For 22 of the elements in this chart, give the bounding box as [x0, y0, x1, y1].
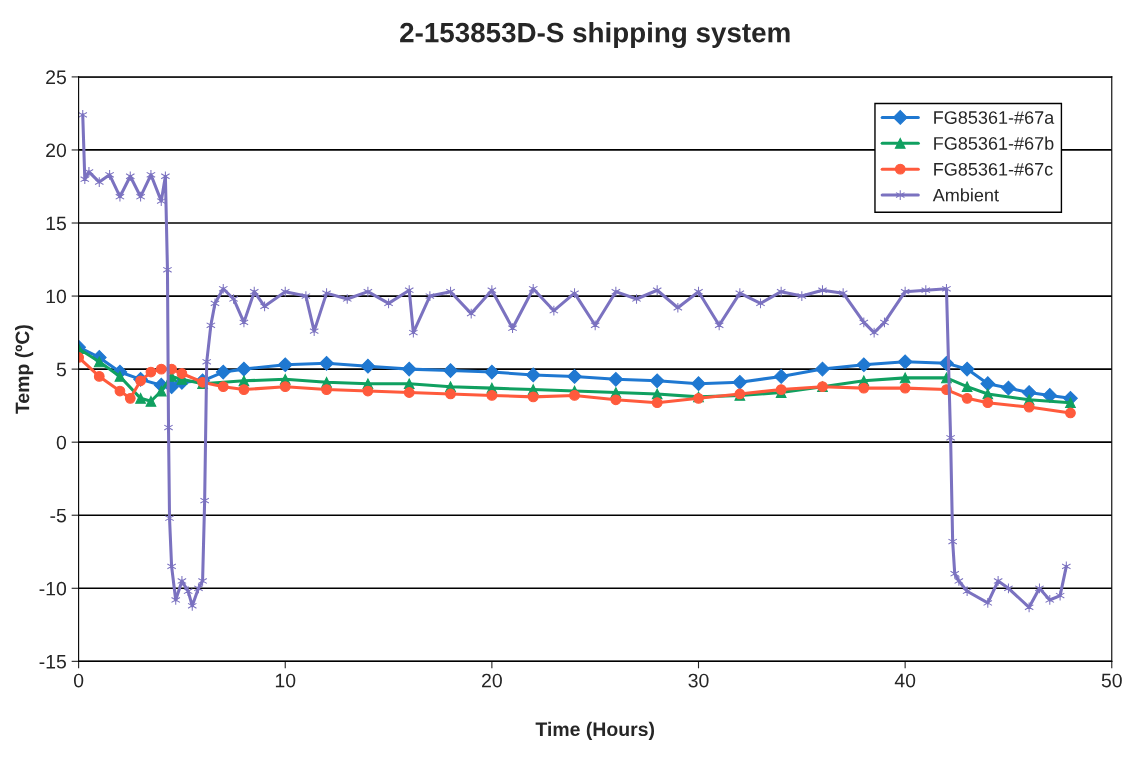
x-tick-label: 20 — [482, 673, 502, 688]
y-tick-label: 20 — [46, 143, 67, 158]
x-tick-label: 50 — [1101, 673, 1122, 688]
x-tick-label: 40 — [894, 673, 916, 688]
legend-label: FG85361-#67b — [934, 136, 1054, 150]
y-axis-title: Temp (ºC) — [15, 325, 34, 414]
legend-label: FG85361-#67c — [934, 162, 1053, 176]
y-tick-label: -10 — [39, 581, 67, 596]
chart-title: 2-153853D-S shipping system — [400, 22, 790, 49]
x-tick-label: 0 — [73, 673, 84, 688]
y-tick-label: 0 — [56, 435, 67, 450]
x-axis-title: Time (Hours) — [535, 721, 655, 740]
legend-label: FG85361-#67a — [934, 111, 1055, 124]
y-tick-label: 25 — [46, 70, 66, 85]
x-tick-label: 10 — [275, 673, 296, 688]
y-tick-label: -5 — [50, 508, 66, 523]
x-tick-label: 30 — [688, 673, 709, 688]
y-tick-label: 15 — [46, 216, 66, 231]
y-tick-label: -15 — [39, 655, 66, 669]
legend-label: Ambient — [932, 188, 999, 202]
y-tick-label: 5 — [56, 362, 66, 377]
y-tick-label: 10 — [46, 289, 67, 304]
